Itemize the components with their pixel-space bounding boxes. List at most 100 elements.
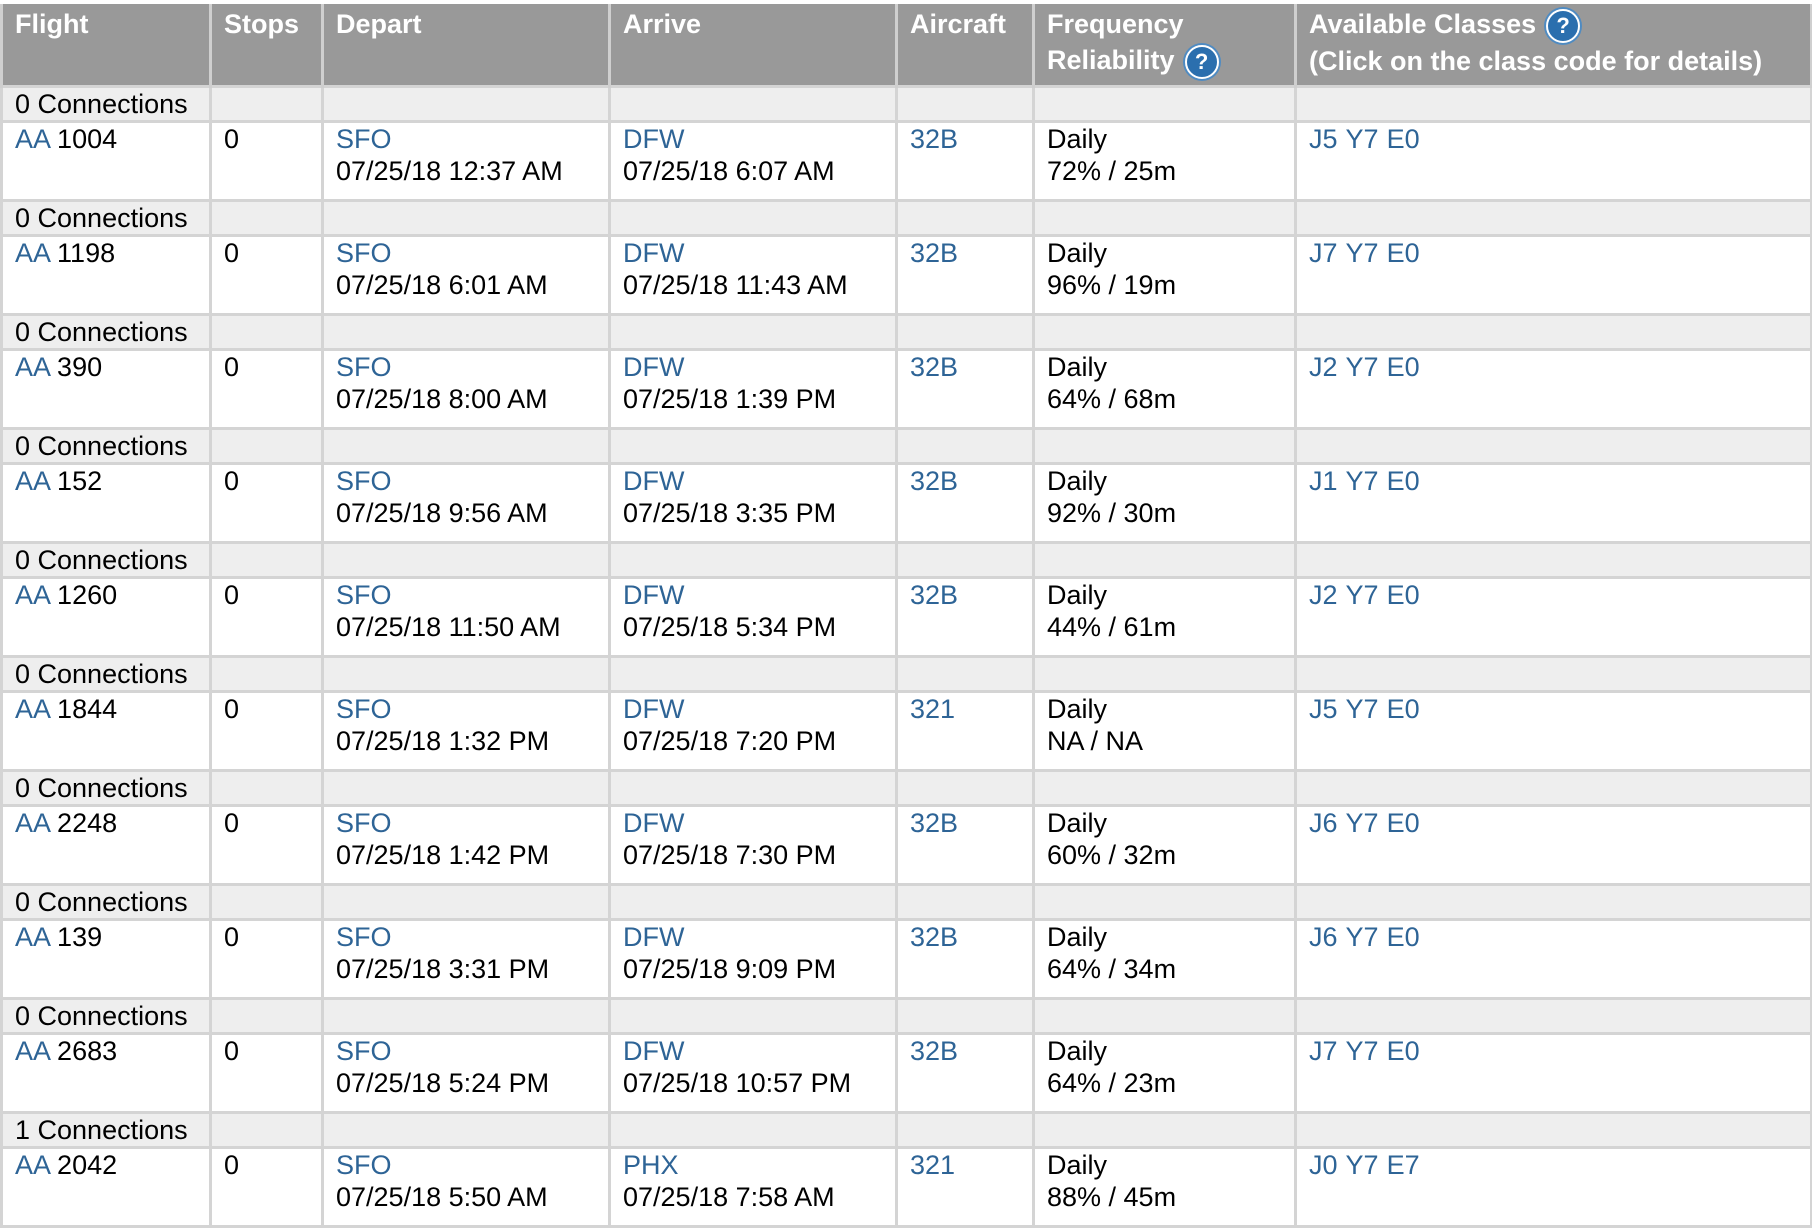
- arrive-airport-link[interactable]: DFW: [623, 351, 685, 382]
- arrive-airport-link[interactable]: DFW: [623, 237, 685, 268]
- class-code-link[interactable]: J1: [1309, 465, 1338, 496]
- class-code-link[interactable]: J6: [1309, 921, 1338, 952]
- flight-row: AA 2683 0 SFO 07/25/18 5:24 PM DFW 07/25/18 1…: [0, 1031, 1812, 1114]
- class-code-link[interactable]: E7: [1386, 1149, 1420, 1180]
- stops-cell: 0: [209, 917, 324, 1000]
- class-code-link[interactable]: Y7: [1345, 1035, 1379, 1066]
- reliability-text: 64% / 34m: [1047, 953, 1177, 984]
- class-code-link[interactable]: Y7: [1345, 693, 1379, 724]
- depart-airport-link[interactable]: SFO: [336, 123, 392, 154]
- aircraft-link[interactable]: 32B: [910, 237, 959, 268]
- aircraft-cell: 32B: [895, 803, 1035, 886]
- depart-airport-link[interactable]: SFO: [336, 807, 392, 838]
- class-code-link[interactable]: Y7: [1345, 807, 1379, 838]
- class-code-link[interactable]: E0: [1386, 579, 1420, 610]
- class-code-link[interactable]: E0: [1386, 351, 1420, 382]
- aircraft-link[interactable]: 32B: [910, 579, 959, 610]
- class-code-link[interactable]: Y7: [1345, 237, 1379, 268]
- class-code-link[interactable]: J7: [1309, 237, 1338, 268]
- aircraft-link[interactable]: 32B: [910, 123, 959, 154]
- reliability-text: 64% / 68m: [1047, 383, 1177, 414]
- class-code-link[interactable]: Y7: [1345, 921, 1379, 952]
- class-code-link[interactable]: E0: [1386, 1035, 1420, 1066]
- airline-link[interactable]: AA: [15, 1149, 50, 1180]
- class-code-link[interactable]: Y7: [1345, 579, 1379, 610]
- arrive-airport-link[interactable]: DFW: [623, 579, 685, 610]
- class-code-link[interactable]: E0: [1386, 921, 1420, 952]
- class-code-link[interactable]: E0: [1386, 237, 1420, 268]
- arrive-time: 07/25/18 7:58 AM: [623, 1181, 835, 1212]
- arrive-cell: DFW 07/25/18 6:07 AM: [608, 119, 898, 202]
- class-code-link[interactable]: E0: [1386, 465, 1420, 496]
- arrive-airport-link[interactable]: DFW: [623, 465, 685, 496]
- airline-link[interactable]: AA: [15, 579, 50, 610]
- connections-empty-cell: [1294, 540, 1812, 579]
- stops-cell: 0: [209, 347, 324, 430]
- depart-airport-link[interactable]: SFO: [336, 351, 392, 382]
- frequency-cell: Daily 88% / 45m: [1032, 1145, 1297, 1228]
- arrive-airport-link[interactable]: DFW: [623, 921, 685, 952]
- depart-airport-link[interactable]: SFO: [336, 237, 392, 268]
- depart-airport-link[interactable]: SFO: [336, 921, 392, 952]
- connections-row: 0 Connections: [0, 426, 1812, 465]
- class-code-link[interactable]: J5: [1309, 693, 1338, 724]
- frequency-cell: Daily 92% / 30m: [1032, 461, 1297, 544]
- connections-empty-cell: [1294, 1110, 1812, 1149]
- depart-cell: SFO 07/25/18 6:01 AM: [321, 233, 611, 316]
- airline-link[interactable]: AA: [15, 465, 50, 496]
- arrive-time: 07/25/18 7:30 PM: [623, 839, 837, 870]
- depart-airport-link[interactable]: SFO: [336, 1035, 392, 1066]
- aircraft-link[interactable]: 321: [910, 693, 956, 724]
- flight-row: AA 152 0 SFO 07/25/18 9:56 AM DFW 07/25/18 3:…: [0, 461, 1812, 544]
- header-classes-title: Available Classes: [1309, 9, 1537, 39]
- aircraft-link[interactable]: 321: [910, 1149, 956, 1180]
- class-code-link[interactable]: J0: [1309, 1149, 1338, 1180]
- connections-row: 0 Connections: [0, 540, 1812, 579]
- flight-row: AA 2042 0 SFO 07/25/18 5:50 AM PHX 07/25/18 7…: [0, 1145, 1812, 1228]
- depart-cell: SFO 07/25/18 9:56 AM: [321, 461, 611, 544]
- class-code-link[interactable]: J2: [1309, 351, 1338, 382]
- airline-link[interactable]: AA: [15, 237, 50, 268]
- class-code-link[interactable]: Y7: [1345, 123, 1379, 154]
- airline-link[interactable]: AA: [15, 123, 50, 154]
- aircraft-link[interactable]: 32B: [910, 1035, 959, 1066]
- airline-link[interactable]: AA: [15, 351, 50, 382]
- aircraft-link[interactable]: 32B: [910, 807, 959, 838]
- airline-link[interactable]: AA: [15, 693, 50, 724]
- connections-empty-cell: [321, 768, 611, 807]
- arrive-airport-link[interactable]: DFW: [623, 807, 685, 838]
- class-code-link[interactable]: J6: [1309, 807, 1338, 838]
- airline-link[interactable]: AA: [15, 1035, 50, 1066]
- class-code-link[interactable]: J2: [1309, 579, 1338, 610]
- aircraft-link[interactable]: 32B: [910, 351, 959, 382]
- class-code-link[interactable]: Y7: [1345, 351, 1379, 382]
- depart-cell: SFO 07/25/18 5:50 AM: [321, 1145, 611, 1228]
- reliability-help-icon[interactable]: ?: [1184, 44, 1219, 79]
- class-code-link[interactable]: Y7: [1345, 1149, 1379, 1180]
- aircraft-cell: 32B: [895, 917, 1035, 1000]
- aircraft-cell: 321: [895, 1145, 1035, 1228]
- depart-time: 07/25/18 3:31 PM: [336, 953, 550, 984]
- depart-airport-link[interactable]: SFO: [336, 1149, 392, 1180]
- class-code-link[interactable]: Y7: [1345, 465, 1379, 496]
- arrive-airport-link[interactable]: DFW: [623, 123, 685, 154]
- classes-help-icon[interactable]: ?: [1546, 8, 1581, 43]
- class-code-link[interactable]: E0: [1386, 807, 1420, 838]
- class-code-link[interactable]: J5: [1309, 123, 1338, 154]
- connections-empty-cell: [895, 426, 1035, 465]
- class-code-link[interactable]: E0: [1386, 123, 1420, 154]
- connections-empty-cell: [321, 540, 611, 579]
- aircraft-link[interactable]: 32B: [910, 921, 959, 952]
- airline-link[interactable]: AA: [15, 921, 50, 952]
- airline-link[interactable]: AA: [15, 807, 50, 838]
- connections-empty-cell: [608, 84, 898, 123]
- aircraft-link[interactable]: 32B: [910, 465, 959, 496]
- depart-airport-link[interactable]: SFO: [336, 465, 392, 496]
- depart-airport-link[interactable]: SFO: [336, 579, 392, 610]
- class-code-link[interactable]: J7: [1309, 1035, 1338, 1066]
- arrive-airport-link[interactable]: DFW: [623, 693, 685, 724]
- class-code-link[interactable]: E0: [1386, 693, 1420, 724]
- arrive-airport-link[interactable]: PHX: [623, 1149, 679, 1180]
- arrive-airport-link[interactable]: DFW: [623, 1035, 685, 1066]
- depart-airport-link[interactable]: SFO: [336, 693, 392, 724]
